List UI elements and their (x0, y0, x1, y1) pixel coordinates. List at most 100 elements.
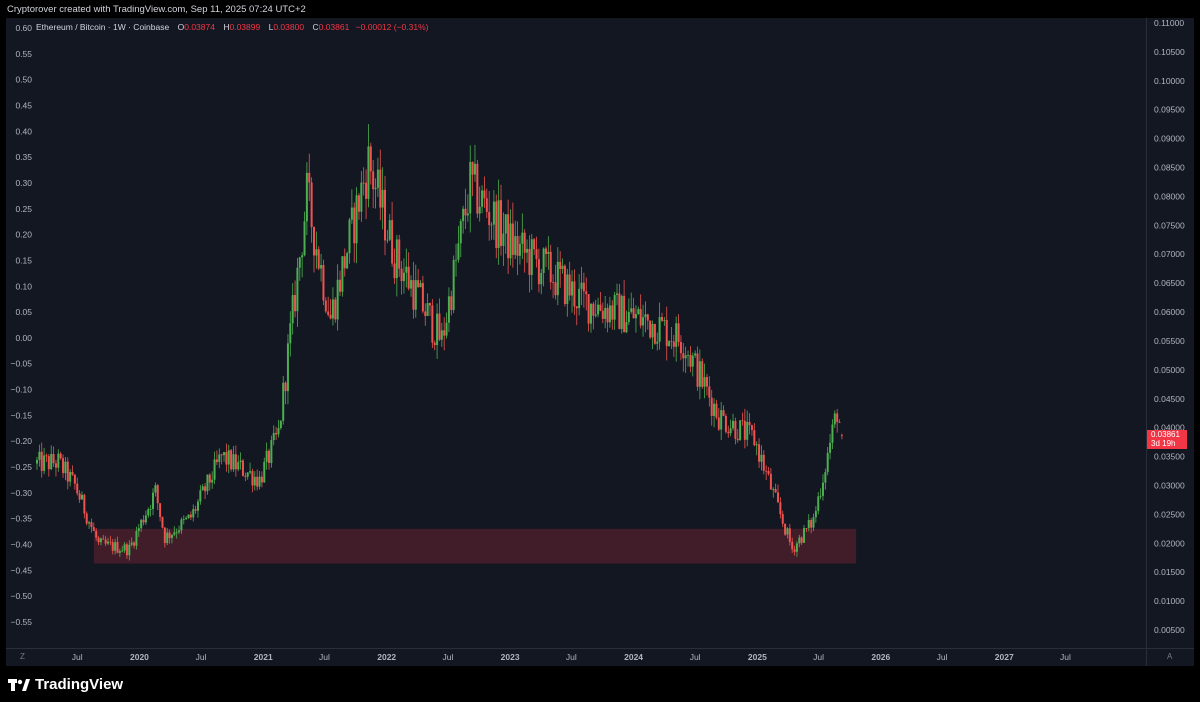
candle-body (642, 317, 645, 326)
candle (336, 264, 339, 331)
candle-body (52, 453, 55, 464)
candle-body (687, 354, 690, 356)
candle (481, 185, 484, 214)
footer-bar (0, 666, 1200, 702)
time-axis-tick-label: 2020 (130, 652, 149, 662)
candle (748, 413, 751, 435)
candle-body (675, 323, 678, 347)
candle (59, 451, 62, 460)
candle-body (76, 483, 79, 494)
candle (192, 504, 195, 522)
candle (511, 202, 514, 268)
candle (630, 292, 633, 314)
right-axis-tick-label: 0.10000 (1154, 76, 1185, 86)
candle (156, 484, 159, 511)
candle (244, 472, 247, 482)
candle-body (608, 305, 611, 323)
candle (691, 352, 694, 377)
candle-body (838, 421, 841, 423)
candle (62, 454, 65, 478)
candle (388, 214, 391, 242)
candle-body (204, 486, 207, 492)
candle (357, 193, 360, 220)
candle-body (601, 310, 604, 319)
candle (258, 471, 261, 490)
candle (154, 482, 157, 497)
candle-body (765, 470, 768, 472)
candle (372, 159, 375, 209)
support-zone-layer (93, 528, 857, 564)
candle-body (750, 425, 753, 431)
candle (715, 399, 718, 420)
last-price-tag: 0.03861 3d 19h (1147, 430, 1187, 449)
candle-body (215, 459, 218, 462)
candle (83, 493, 86, 519)
candle-body (618, 293, 621, 329)
candle-body (556, 261, 559, 296)
candle (253, 471, 256, 491)
candle (687, 350, 690, 367)
candle (329, 299, 332, 320)
right-axis-tick-label: 0.06000 (1154, 307, 1185, 317)
candle-body (353, 207, 356, 244)
candle-body (376, 169, 379, 188)
candle (142, 515, 145, 526)
candle (720, 401, 723, 441)
candle-body (223, 452, 226, 456)
candle-body (469, 161, 472, 214)
candle-body (668, 341, 671, 347)
candle-body (741, 420, 744, 422)
candle (166, 528, 169, 546)
candle-body (199, 490, 202, 502)
candle-body (175, 532, 178, 534)
candle (750, 424, 753, 436)
candle-body (251, 471, 254, 486)
candle-body (677, 323, 680, 342)
candle-body (362, 182, 365, 184)
candle (838, 419, 841, 423)
candle (765, 465, 768, 480)
tradingview-logo[interactable]: TradingView (8, 676, 123, 693)
candle-body (128, 544, 131, 556)
auto-scale-button[interactable]: A (1167, 652, 1173, 661)
left-axis-tick-label: 0.55 (15, 49, 32, 59)
candle-body (324, 300, 327, 312)
candle-body (341, 256, 344, 292)
candle (360, 171, 363, 222)
time-zone-button[interactable]: Z (20, 652, 25, 661)
candle-body (253, 476, 256, 486)
candle-body (125, 544, 128, 556)
candle (249, 462, 252, 475)
candle (575, 305, 578, 326)
candle-body (241, 460, 244, 476)
candle (696, 346, 699, 391)
candle (443, 317, 446, 351)
candle (88, 520, 91, 529)
left-axis-tick-label: 0.30 (15, 178, 32, 188)
candle (220, 453, 223, 465)
left-axis-tick-label: 0.10 (15, 281, 32, 291)
candle (812, 513, 815, 532)
candle-body (462, 208, 465, 222)
candle (38, 444, 41, 467)
candle-body (568, 274, 571, 296)
bar-countdown: 3d 19h (1151, 439, 1176, 448)
candle-body (431, 305, 434, 343)
candle-body (334, 299, 337, 320)
candle (616, 283, 619, 306)
candle (578, 274, 581, 316)
candle-body (218, 454, 221, 462)
left-axis-tick-label: −0.35 (10, 514, 32, 524)
candle-body (807, 520, 810, 529)
right-axis-tick-label: 0.04500 (1154, 394, 1185, 404)
candle-body (152, 492, 155, 509)
time-axis-tick-label: 2022 (377, 652, 396, 662)
candle-body (73, 474, 76, 484)
candle (698, 349, 701, 400)
candle-body (90, 522, 93, 528)
candle (374, 178, 377, 209)
candle (530, 233, 533, 290)
candle (268, 448, 271, 470)
candle-body (511, 223, 514, 255)
